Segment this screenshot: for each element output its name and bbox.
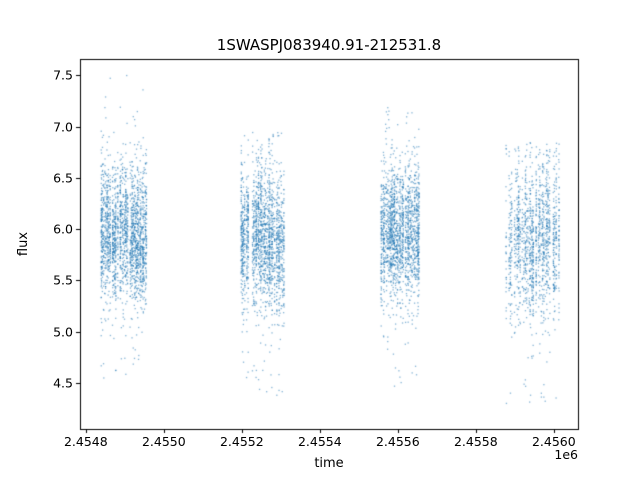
y-tick-label: 5.0 [53,324,73,340]
y-tick-label: 4.5 [53,375,73,391]
y-tick-label: 6.0 [53,221,73,237]
x-tick-label: 2.4558 [453,434,498,449]
x-tick-label: 2.4560 [531,434,576,449]
x-axis-label: time [314,456,344,471]
x-axis-offset-label: 1e6 [554,447,578,462]
y-tick-label: 5.5 [53,272,73,288]
x-tick-label: 2.4552 [219,434,264,449]
x-tick-label: 2.4548 [63,434,108,449]
x-tick-label: 2.4550 [141,434,186,449]
x-tick-label: 2.4554 [297,434,342,449]
x-tick-label: 2.4556 [375,434,420,449]
y-tick-label: 7.0 [53,119,73,135]
chart-title: 1SWASPJ083940.91-212531.8 [216,36,442,54]
y-tick-label: 6.5 [53,170,73,186]
y-tick-label: 7.5 [53,67,73,83]
